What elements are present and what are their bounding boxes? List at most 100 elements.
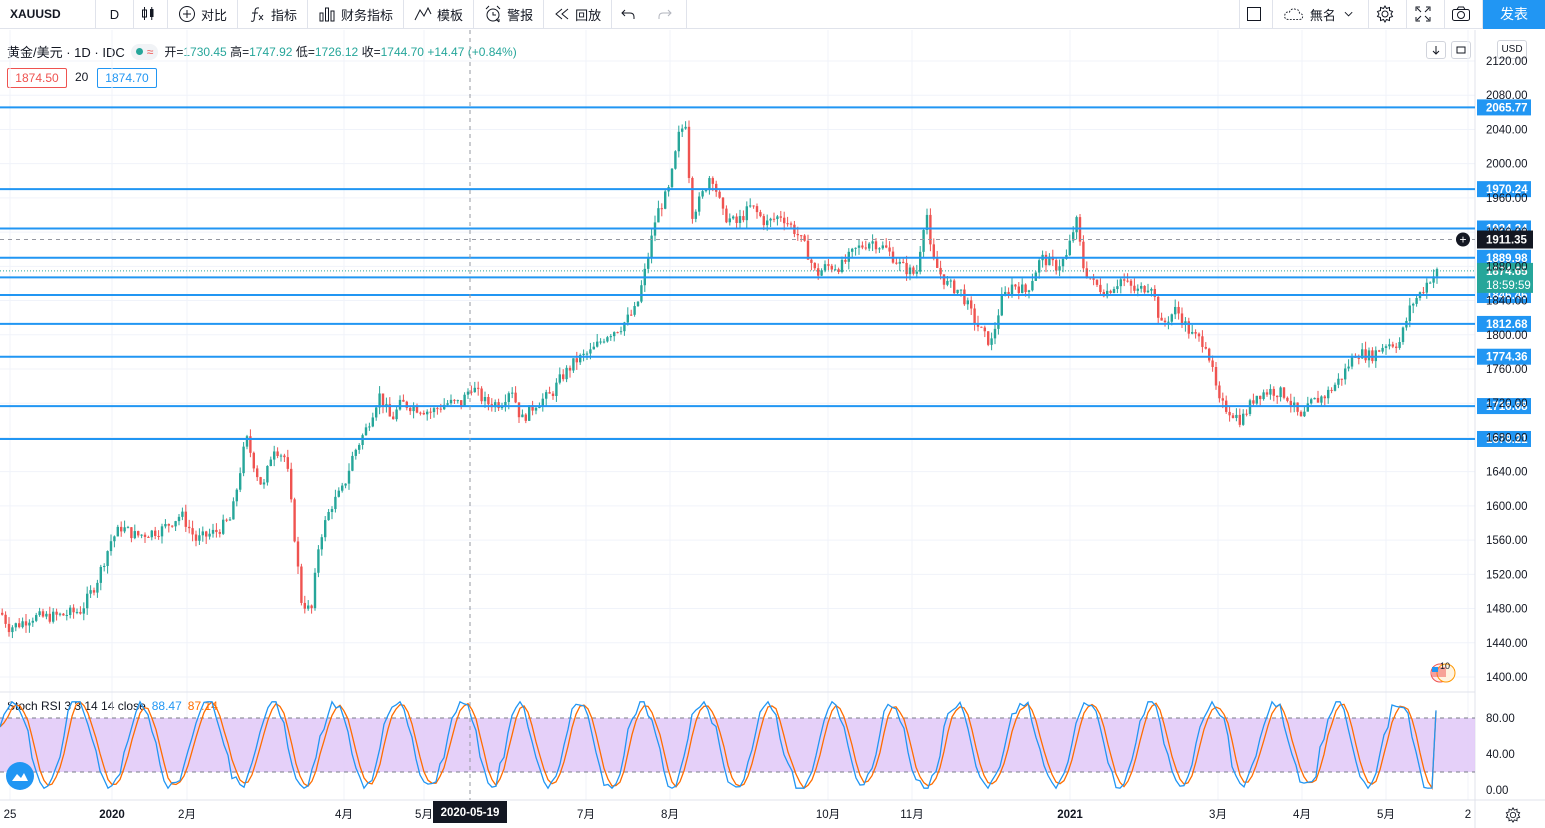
chart-settings-button[interactable] bbox=[1503, 805, 1523, 825]
candle-body bbox=[980, 326, 983, 328]
candle-body bbox=[725, 208, 728, 223]
candle-body bbox=[810, 259, 813, 263]
candle-body bbox=[670, 168, 674, 188]
candle-body bbox=[636, 301, 640, 307]
candle-body bbox=[89, 590, 92, 594]
candle-body bbox=[286, 457, 289, 469]
market-status-badge[interactable]: ≈ bbox=[130, 43, 159, 60]
time-tick-label: 10月 bbox=[816, 809, 840, 821]
indicator-name[interactable]: Stoch RSI 3 3 14 14 close bbox=[7, 699, 146, 713]
add-alert-icon bbox=[1456, 232, 1470, 247]
symbol-search-button[interactable]: XAUUSD bbox=[0, 0, 96, 29]
candle-body bbox=[891, 251, 895, 263]
candle-body bbox=[1238, 414, 1241, 425]
snapshot-button[interactable] bbox=[1445, 0, 1483, 29]
price-tick-label: 1920.00 bbox=[1486, 227, 1528, 239]
alert-label: 警报 bbox=[507, 7, 534, 23]
stoch-rsi-pane: 80.00 40.00 0.00 bbox=[0, 700, 1515, 797]
candle-body bbox=[358, 444, 361, 450]
events-badge[interactable]: 10 bbox=[1426, 661, 1462, 683]
candle-body bbox=[1330, 389, 1333, 391]
publish-button[interactable]: 发表 bbox=[1483, 0, 1545, 29]
candle-body bbox=[18, 623, 21, 628]
candle-body bbox=[388, 404, 391, 417]
level-price-tag bbox=[1477, 398, 1531, 415]
candle-body bbox=[1044, 254, 1048, 266]
candle-body bbox=[912, 267, 915, 274]
candle-body bbox=[1364, 349, 1367, 361]
candle-body bbox=[898, 261, 901, 264]
candle-body bbox=[460, 400, 463, 406]
arrow-down-icon bbox=[1432, 46, 1440, 55]
candle-body bbox=[177, 516, 181, 522]
sell-price-box[interactable]: 1874.50 bbox=[7, 68, 67, 88]
candle-body bbox=[1167, 321, 1170, 323]
save-layout-button[interactable]: 無名 bbox=[1273, 0, 1369, 29]
candle-body bbox=[840, 259, 844, 273]
price-tick-label: 1560.00 bbox=[1486, 535, 1528, 547]
candle-body bbox=[194, 534, 198, 541]
candle-body bbox=[728, 218, 731, 223]
cloud-wave-icon bbox=[12, 773, 28, 781]
candle-body bbox=[1170, 314, 1173, 322]
fullscreen-button[interactable] bbox=[1407, 0, 1445, 29]
symbol-title[interactable]: 黄金/美元 · 1D · IDC bbox=[7, 45, 125, 60]
candle-body bbox=[167, 524, 170, 526]
candle-body bbox=[596, 341, 599, 347]
replay-button[interactable]: 回放 bbox=[544, 0, 613, 29]
undo-button[interactable] bbox=[612, 0, 649, 29]
candle-body bbox=[524, 414, 527, 421]
chart-style-button[interactable] bbox=[134, 0, 168, 29]
candle-body bbox=[905, 262, 908, 275]
templates-button[interactable]: 模板 bbox=[404, 0, 475, 29]
candles-icon bbox=[142, 7, 154, 20]
candle-body bbox=[381, 393, 385, 407]
candle-body bbox=[976, 323, 980, 327]
candle-body bbox=[82, 608, 85, 614]
interval-button[interactable]: D bbox=[96, 0, 134, 29]
candle-body bbox=[895, 262, 898, 264]
indicators-button[interactable]: 指标 bbox=[238, 0, 309, 29]
candle-body bbox=[565, 367, 568, 380]
layout-select-button[interactable] bbox=[1239, 0, 1273, 29]
candle-body bbox=[52, 611, 55, 622]
candle-body bbox=[881, 245, 884, 249]
candle-body bbox=[630, 314, 633, 316]
buy-price-box[interactable]: 1874.70 bbox=[97, 68, 157, 88]
compare-button[interactable]: 对比 bbox=[168, 0, 239, 29]
candle-body bbox=[786, 223, 789, 225]
level-price-tag bbox=[1477, 220, 1531, 237]
candle-body bbox=[687, 126, 691, 178]
candle-body bbox=[531, 405, 534, 411]
level-price-label: 1678.21 bbox=[1486, 434, 1528, 446]
scroll-to-end-button[interactable] bbox=[1426, 41, 1446, 59]
candle-body bbox=[1068, 240, 1071, 256]
candle-body bbox=[613, 332, 616, 337]
price-tick-label: 1680.00 bbox=[1486, 432, 1528, 444]
alert-button[interactable]: 警报 bbox=[474, 0, 545, 29]
time-tick-label: 4月 bbox=[335, 809, 353, 821]
candle-body bbox=[41, 611, 45, 617]
candle-body bbox=[922, 230, 925, 252]
candle-body bbox=[429, 411, 432, 413]
candle-body bbox=[796, 233, 799, 236]
candle-body bbox=[602, 341, 606, 343]
candle-body bbox=[62, 613, 65, 616]
crosshair-price-tag bbox=[1477, 230, 1533, 249]
candle-body bbox=[589, 349, 592, 354]
candle-body bbox=[1384, 346, 1388, 348]
financials-button[interactable]: 财务指标 bbox=[308, 0, 405, 29]
candle-body bbox=[1191, 332, 1194, 334]
candle-body bbox=[150, 530, 153, 538]
redo-button[interactable] bbox=[649, 0, 688, 29]
candle-body bbox=[1323, 396, 1326, 399]
candle-body bbox=[1432, 276, 1435, 283]
level-price-tag bbox=[1477, 287, 1531, 304]
currency-badge[interactable]: USD bbox=[1497, 40, 1527, 59]
candle-body bbox=[1000, 294, 1003, 316]
candle-body bbox=[398, 399, 402, 410]
level-price-label: 1970.24 bbox=[1486, 184, 1528, 196]
settings-button[interactable] bbox=[1369, 0, 1407, 29]
maximize-pane-button[interactable] bbox=[1451, 41, 1471, 59]
